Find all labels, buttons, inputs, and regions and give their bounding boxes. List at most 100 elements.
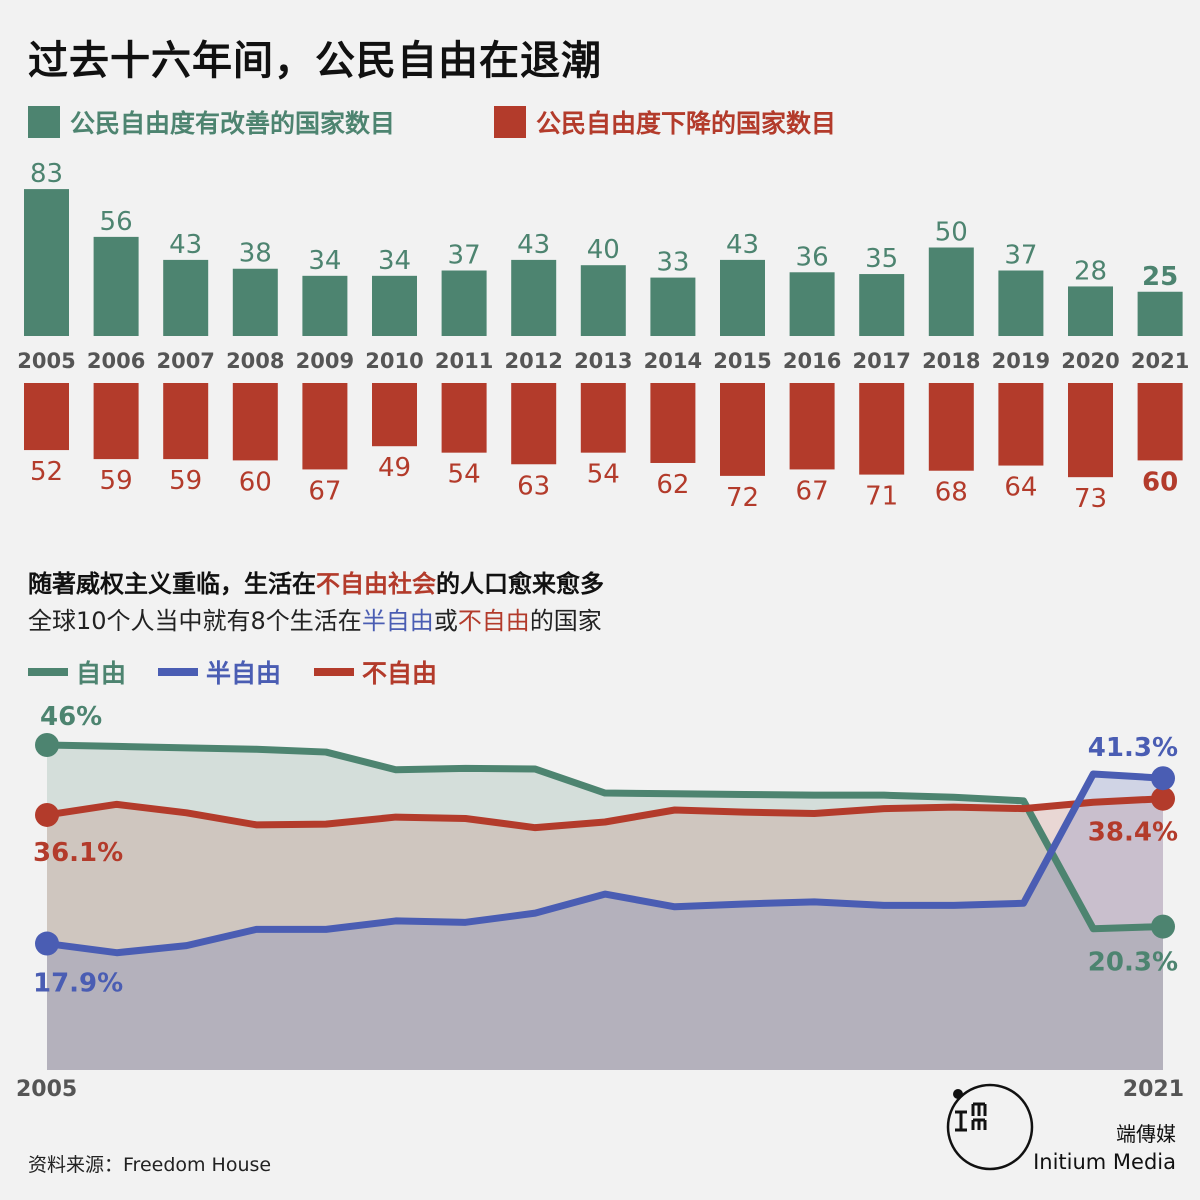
bar-improved-2007	[163, 259, 209, 336]
bar-improved-2014	[650, 277, 696, 336]
bar-declined-2014	[650, 383, 696, 463]
line-chart: 46% 36.1% 17.9% 41.3% 38.4% 20.3% 2005 2021	[16, 702, 1184, 1102]
desc-part-5: 的国家	[529, 607, 602, 635]
bar-declined-label-2015: 72	[726, 483, 759, 513]
area-notfree	[47, 798, 1163, 1070]
bar-improved-2012	[511, 259, 557, 336]
legend-improved: 公民自由度有改善的国家数目	[28, 104, 395, 140]
point-partly-end	[1151, 766, 1175, 791]
year-label-2006: 2006	[87, 349, 145, 373]
label-free-start: 46%	[40, 702, 102, 732]
bar-improved-label-2018: 50	[935, 218, 968, 248]
bar-declined-2008	[232, 383, 278, 461]
line-partly	[46, 770, 1164, 957]
bar-declined-label-2006: 59	[100, 466, 133, 496]
bar-improved-label-2020: 28	[1074, 256, 1107, 286]
label-partly-end: 41.3%	[1088, 733, 1178, 763]
bar-declined-label-2018: 68	[935, 478, 968, 508]
desc-or: 或	[433, 607, 458, 635]
legend-free: 自由	[28, 654, 126, 690]
bar-declined-label-2014: 62	[656, 470, 689, 500]
bar-declined-label-2008: 60	[239, 467, 272, 497]
year-label-2018: 2018	[922, 349, 980, 373]
bar-improved-2011	[441, 270, 487, 336]
bar-declined-2005	[24, 383, 69, 451]
year-label-2012: 2012	[504, 349, 562, 373]
page-title: 过去十六年间，公民自由在退潮	[28, 38, 602, 84]
bar-declined-2007	[163, 383, 209, 460]
legend-free-label: 自由	[76, 659, 127, 688]
label-notfree-start: 36.1%	[33, 838, 123, 868]
point-notfree-end	[1151, 786, 1175, 811]
bar-improved-label-2016: 36	[796, 242, 829, 272]
bar-declined-label-2017: 71	[865, 482, 898, 512]
bar-improved-2008	[232, 268, 278, 336]
bar-declined-2017	[859, 383, 905, 475]
bar-declined-2011	[441, 383, 487, 453]
brand-name-en: Initium Media	[1033, 1150, 1176, 1174]
point-free-end	[1151, 914, 1175, 939]
bar-improved-2009	[302, 275, 348, 336]
year-label-2019: 2019	[992, 349, 1050, 373]
legend-improved-swatch	[28, 106, 60, 138]
year-label-2016: 2016	[783, 349, 841, 373]
legend-partly-label: 半自由	[206, 659, 282, 688]
bar-declined-label-2011: 54	[448, 460, 481, 490]
legend-declined-label: 公民自由度下降的国家数目	[536, 109, 837, 138]
legend-free-line	[28, 668, 68, 676]
bar-declined-label-2020: 73	[1074, 484, 1107, 514]
year-label-2009: 2009	[296, 349, 354, 373]
brand-name-cn: 端傳媒	[1116, 1122, 1176, 1146]
bar-declined-label-2013: 54	[587, 460, 620, 490]
point-free-start	[35, 733, 59, 757]
heading-part-1: 随著威权主义重临，生活在	[28, 570, 316, 598]
heading-part-3: 的人口愈来愈多	[436, 570, 604, 598]
bar-declined-2016	[789, 383, 835, 470]
year-label-2010: 2010	[365, 349, 423, 373]
x-label-end: 2021	[1123, 1077, 1184, 1102]
bar-improved-label-2007: 43	[169, 230, 202, 260]
year-label-2020: 2020	[1061, 349, 1119, 373]
bar-improved-2018	[928, 247, 974, 336]
bar-declined-2021	[1137, 383, 1183, 461]
year-label-2013: 2013	[574, 349, 632, 373]
bar-improved-2019	[998, 270, 1044, 336]
heading-part-highlight: 不自由社会	[316, 570, 436, 598]
bar-declined-2015	[720, 383, 765, 476]
bar-improved-2015	[720, 259, 765, 336]
bar-improved-label-2013: 40	[587, 235, 620, 265]
bar-declined-label-2009: 67	[308, 476, 341, 506]
line-chart-heading: 随著威权主义重临，生活在不自由社会的人口愈来愈多	[28, 564, 604, 599]
legend-improved-label: 公民自由度有改善的国家数目	[70, 109, 396, 138]
legend-notfree-line	[314, 668, 354, 676]
legend-partly-line	[158, 668, 198, 676]
bar-improved-2021	[1137, 291, 1183, 336]
bar-improved-label-2015: 43	[726, 230, 759, 260]
bar-declined-label-2005: 52	[30, 457, 63, 487]
year-label-2011: 2011	[435, 349, 493, 373]
label-free-end: 20.3%	[1088, 948, 1178, 978]
initium-logo-icon	[946, 1083, 1034, 1171]
bar-declined-label-2010: 49	[378, 453, 411, 483]
bar-improved-2013	[580, 265, 626, 336]
bar-improved-2005	[24, 189, 69, 336]
point-partly-start	[35, 931, 59, 956]
bar-declined-label-2012: 63	[517, 471, 550, 501]
year-label-2008: 2008	[226, 349, 284, 373]
bar-improved-label-2009: 34	[308, 246, 341, 276]
legend-declined: 公民自由度下降的国家数目	[494, 104, 836, 140]
label-partly-start: 17.9%	[33, 969, 123, 999]
bar-improved-label-2005: 83	[30, 159, 63, 189]
legend-declined-swatch	[494, 106, 526, 138]
bar-improved-2006	[93, 236, 139, 336]
bar-improved-label-2010: 34	[378, 246, 411, 276]
legend-partly: 半自由	[158, 654, 281, 690]
bar-improved-label-2014: 33	[656, 248, 689, 278]
year-label-2014: 2014	[644, 349, 702, 373]
legend-notfree: 不自由	[314, 654, 437, 690]
bar-declined-2018	[928, 383, 974, 471]
bar-declined-2019	[998, 383, 1044, 466]
bar-improved-label-2021: 25	[1142, 262, 1178, 292]
desc-not-free: 不自由	[457, 607, 530, 635]
bar-declined-2006	[93, 383, 139, 460]
